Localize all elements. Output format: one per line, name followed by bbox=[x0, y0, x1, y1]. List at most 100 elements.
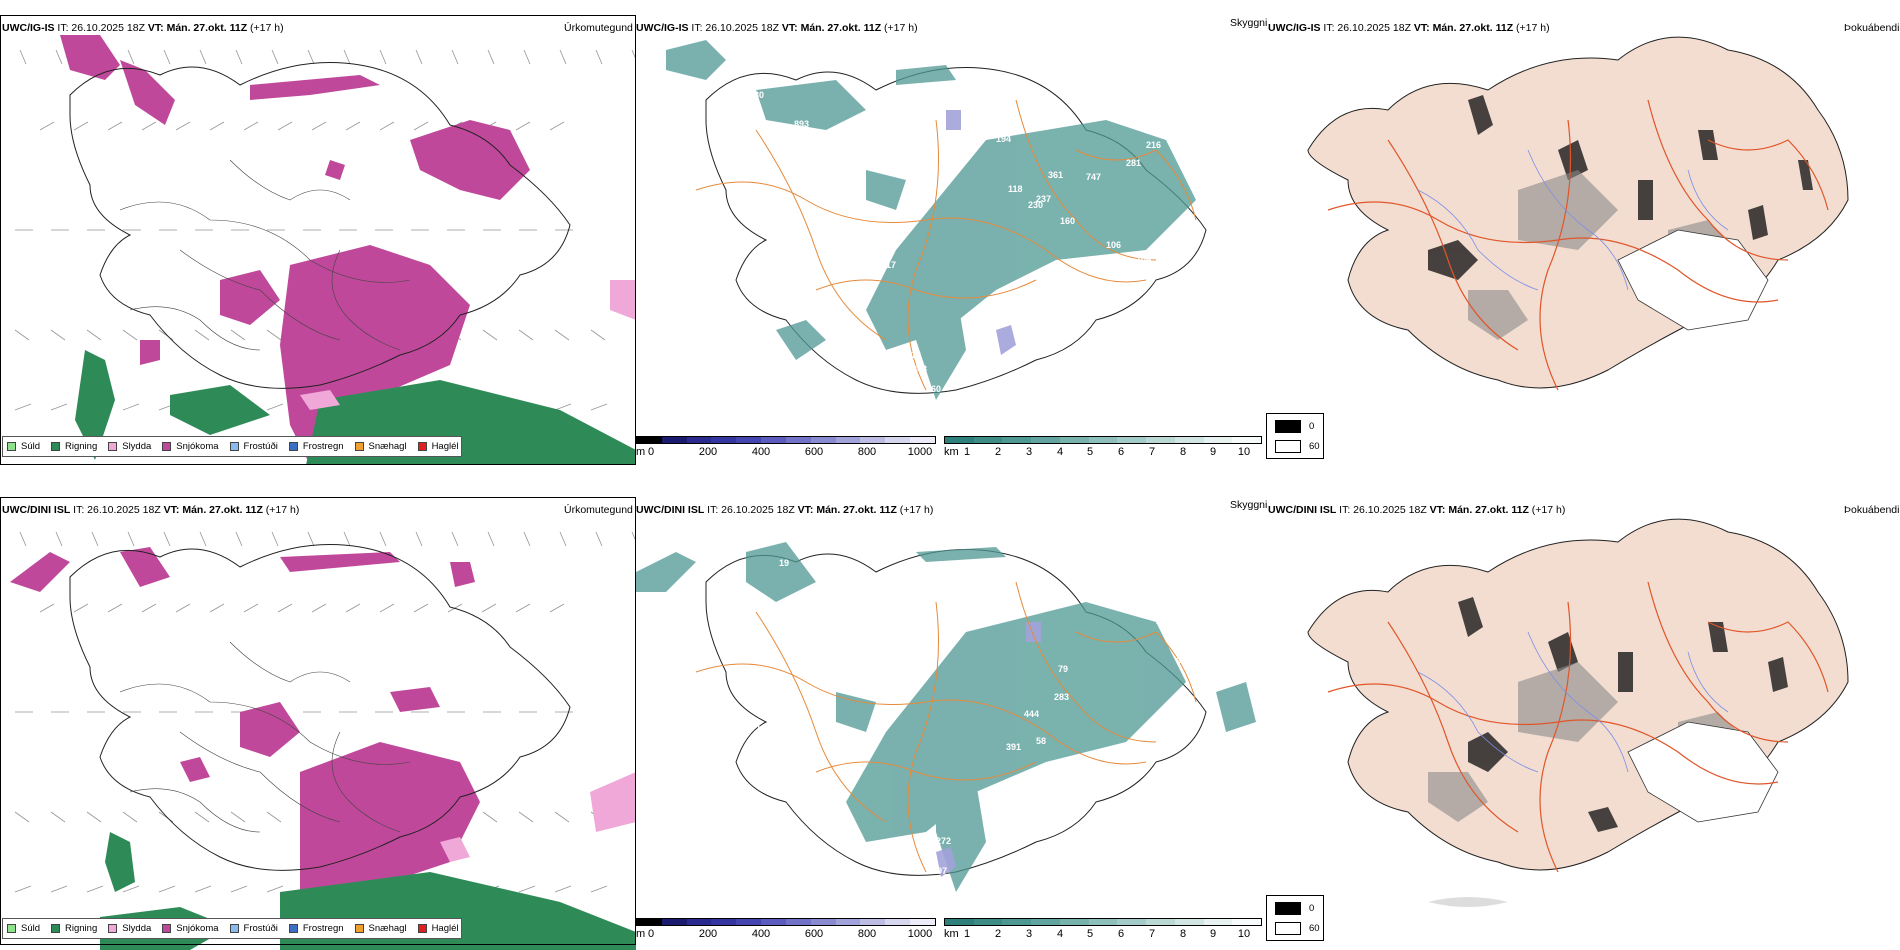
cbar-tick: 3 bbox=[1025, 446, 1033, 458]
cloud-base-colorbar-row1 bbox=[636, 436, 936, 444]
legend-item-frostudi: Frostúði bbox=[229, 441, 278, 452]
legend-item-haglel: Haglél bbox=[417, 441, 459, 452]
vis-label: 30 bbox=[754, 90, 764, 100]
visibility-map-row1: 17 30 20 893 155 194 118 230 361 747 216… bbox=[666, 40, 1207, 400]
panel-title-fog-row2: Þokuábendi bbox=[1844, 504, 1900, 516]
visibility-colorbar-row2 bbox=[944, 918, 1262, 926]
fog-indicator-panel-row2 bbox=[1268, 512, 1900, 922]
cbar-seg bbox=[945, 919, 974, 925]
legend-label: Snæhagl bbox=[368, 923, 407, 934]
cbar-tick: 800 bbox=[857, 446, 877, 458]
visibility-value-labels: 17 30 20 893 155 194 118 230 361 747 216… bbox=[711, 77, 1161, 394]
vis-label: 58 bbox=[1036, 736, 1046, 746]
legend-item-snjokoma: Snjókoma bbox=[162, 441, 219, 452]
cbar-seg bbox=[711, 919, 737, 925]
cbar-tick: 2 bbox=[994, 446, 1002, 458]
cbar-tick: 0 bbox=[647, 928, 655, 940]
vis-label: 747 bbox=[1086, 172, 1101, 182]
cbar-tick: 2 bbox=[994, 928, 1002, 940]
fog-swatch-light bbox=[1275, 922, 1301, 935]
vis-label: 180 bbox=[706, 754, 721, 764]
legend-item-haglel: Haglél bbox=[417, 923, 459, 934]
fog-label: 0 bbox=[1309, 421, 1315, 432]
legend-item-frostregn: Frostregn bbox=[288, 441, 344, 452]
cbar-seg bbox=[1117, 437, 1147, 443]
panel-header-precip-row1: UWC/IG-IS IT: 26.10.2025 18Z VT: Mán. 27… bbox=[2, 22, 284, 34]
cbar-seg bbox=[1203, 437, 1233, 443]
cbar-seg bbox=[1088, 919, 1118, 925]
cbar-seg bbox=[711, 437, 737, 443]
vis-label: 417 bbox=[881, 260, 896, 270]
legend-item-slydda: Slydda bbox=[108, 441, 151, 452]
cloud-base-unit: m bbox=[636, 928, 646, 940]
fog-swatch-dark bbox=[1275, 420, 1301, 433]
cbar-tick: 8 bbox=[1179, 928, 1187, 940]
cbar-seg bbox=[761, 437, 786, 443]
fog-map-row2 bbox=[1307, 518, 1849, 907]
legend-swatch bbox=[7, 442, 16, 451]
cbar-tick: 10 bbox=[1237, 446, 1251, 458]
legend-label: Haglél bbox=[431, 441, 459, 452]
cbar-seg bbox=[810, 437, 836, 443]
cbar-seg bbox=[1232, 919, 1262, 925]
panel-title-precip-row2: Úrkomutegund bbox=[564, 504, 633, 516]
cbar-seg bbox=[910, 919, 935, 925]
legend-swatch bbox=[162, 924, 172, 933]
legend-label: Snæhagl bbox=[368, 441, 407, 452]
cbar-tick: 7 bbox=[1148, 928, 1156, 940]
visibility-map-row2: 19 893 60 317 213 96 79 283 444 391 58 3… bbox=[636, 542, 1256, 892]
cbar-seg bbox=[910, 437, 935, 443]
cbar-tick: 9 bbox=[1209, 446, 1217, 458]
cbar-tick: 5 bbox=[1086, 446, 1094, 458]
cbar-seg bbox=[661, 437, 687, 443]
cbar-tick: 7 bbox=[1148, 446, 1156, 458]
fog-legend-row2: 0 60 bbox=[1266, 895, 1324, 941]
vis-label: 106 bbox=[1106, 240, 1121, 250]
cbar-tick: 200 bbox=[698, 446, 718, 458]
legend-swatch bbox=[108, 442, 118, 451]
precip-map-row2 bbox=[10, 531, 636, 950]
vis-label: 283 bbox=[1054, 692, 1069, 702]
vis-label: 312 bbox=[906, 350, 921, 360]
vis-label: 893 bbox=[794, 119, 809, 129]
cbar-seg bbox=[686, 919, 712, 925]
cbar-tick: 800 bbox=[857, 928, 877, 940]
cbar-seg bbox=[761, 919, 786, 925]
legend-item-snjokoma: Snjókoma bbox=[162, 923, 219, 934]
cbar-tick: 400 bbox=[751, 928, 771, 940]
legend-label: Súld bbox=[21, 923, 41, 934]
cbar-seg bbox=[785, 437, 811, 443]
legend-swatch bbox=[354, 924, 364, 933]
cbar-seg bbox=[1059, 919, 1089, 925]
cbar-seg bbox=[1117, 919, 1147, 925]
legend-swatch bbox=[288, 442, 298, 451]
fog-label: 60 bbox=[1309, 441, 1320, 452]
visibility-unit: km bbox=[944, 446, 959, 458]
cbar-seg bbox=[736, 437, 762, 443]
panel-header-fog-row1: UWC/IG-IS IT: 26.10.2025 18Z VT: Mán. 27… bbox=[1268, 22, 1550, 34]
legend-swatch bbox=[51, 442, 61, 451]
vis-label: 155 bbox=[946, 150, 961, 160]
cbar-seg bbox=[1203, 919, 1233, 925]
panel-title-precip-row1: Úrkomutegund bbox=[564, 22, 633, 34]
cbar-tick: 600 bbox=[804, 446, 824, 458]
cbar-tick: 4 bbox=[1056, 446, 1064, 458]
precip-map-row1 bbox=[14, 35, 636, 465]
legend-label: Rigning bbox=[65, 441, 98, 452]
precip-map-frame bbox=[0, 497, 636, 945]
vis-label: 213 bbox=[1156, 616, 1171, 626]
vis-label: 202 bbox=[1059, 330, 1074, 340]
cbar-tick: 5 bbox=[1086, 928, 1094, 940]
cbar-seg bbox=[736, 919, 762, 925]
fog-label: 0 bbox=[1309, 903, 1315, 914]
cbar-tick: 400 bbox=[751, 446, 771, 458]
vis-label: 60 bbox=[724, 584, 734, 594]
vis-label: 243 bbox=[912, 364, 927, 374]
legend-item-sudl: Súld bbox=[7, 923, 40, 934]
cbar-seg bbox=[810, 919, 836, 925]
vis-label: 391 bbox=[1006, 742, 1021, 752]
vis-label: 230 bbox=[1028, 200, 1043, 210]
vis-label: 272 bbox=[936, 836, 951, 846]
vis-label: 108 bbox=[898, 628, 913, 638]
vis-label: 847 bbox=[716, 740, 731, 750]
